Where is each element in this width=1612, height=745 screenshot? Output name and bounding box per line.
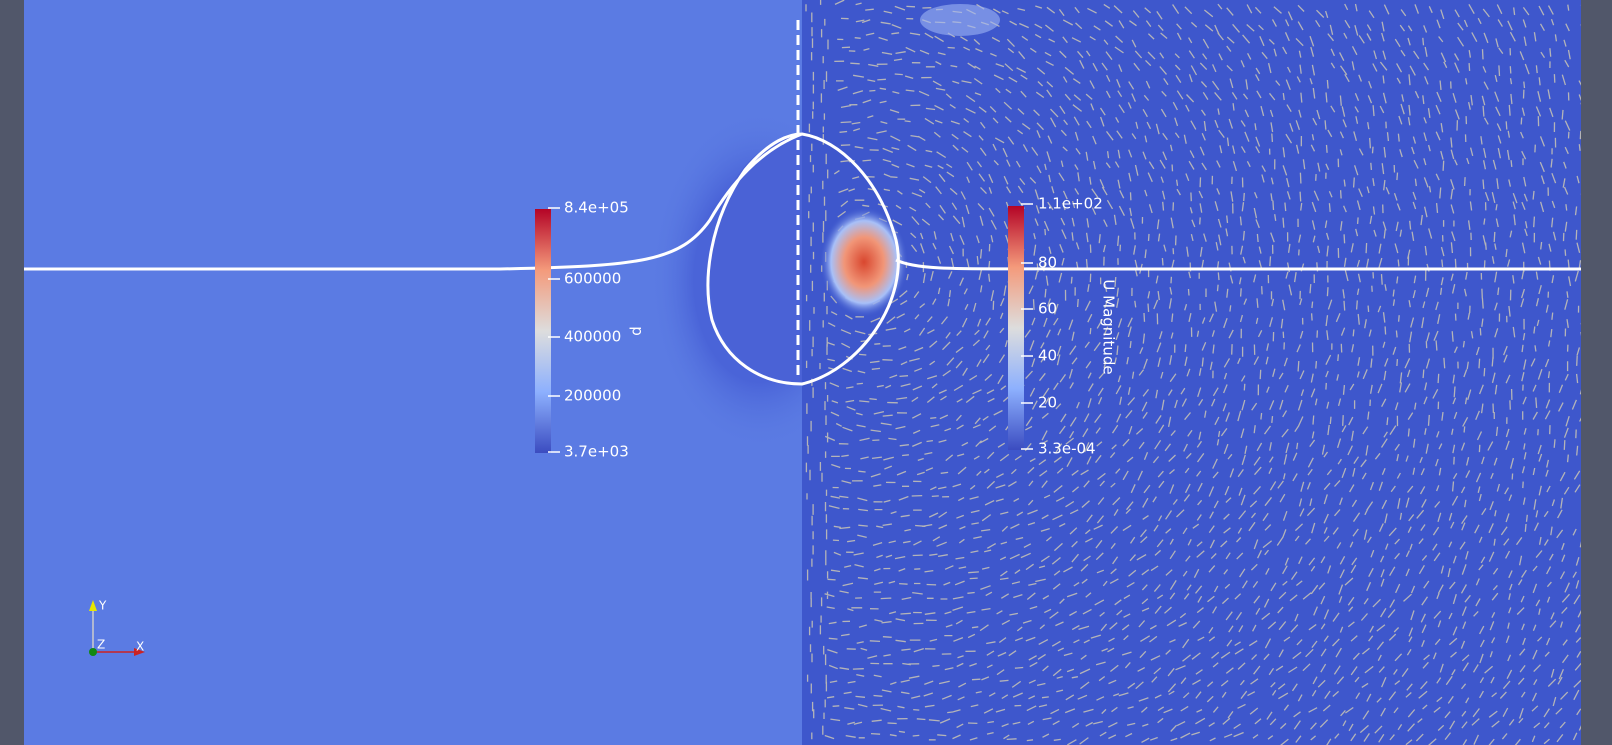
colorbar-label: 3.7e+03	[564, 443, 629, 461]
border	[1581, 0, 1612, 745]
colorbar-label: 400000	[564, 328, 621, 346]
colorbar-title: p	[629, 326, 647, 336]
colorbar-label: 60	[1038, 300, 1057, 318]
colorbar-p	[535, 209, 551, 453]
colorbar-label: 600000	[564, 270, 621, 288]
velocity-glyphs	[805, 0, 1581, 745]
axes-widget: Y Z X	[89, 599, 145, 656]
vortex	[820, 207, 908, 317]
bubble	[710, 134, 802, 384]
colorbar-title: U Magnitude	[1100, 279, 1118, 374]
vortex	[920, 4, 1000, 36]
colorbar-label: 20	[1038, 394, 1057, 412]
colorbar-label: 3.3e-04	[1038, 440, 1096, 458]
colorbar-label: 1.1e+02	[1038, 195, 1103, 213]
axis-label: X	[136, 640, 144, 654]
axis-label: Z	[97, 638, 105, 652]
colorbar-u	[1008, 206, 1024, 450]
axis-label: Y	[98, 599, 107, 613]
velocity-field	[802, 0, 1581, 745]
colorbar-label: 8.4e+05	[564, 199, 629, 217]
interface-contour	[24, 132, 1581, 386]
colorbar-label: 80	[1038, 254, 1057, 272]
x-arrow	[134, 648, 145, 656]
colorbar-label: 40	[1038, 347, 1057, 365]
z-axis	[89, 648, 97, 656]
colorbar-label: 200000	[564, 387, 621, 405]
y-arrow	[89, 600, 97, 611]
